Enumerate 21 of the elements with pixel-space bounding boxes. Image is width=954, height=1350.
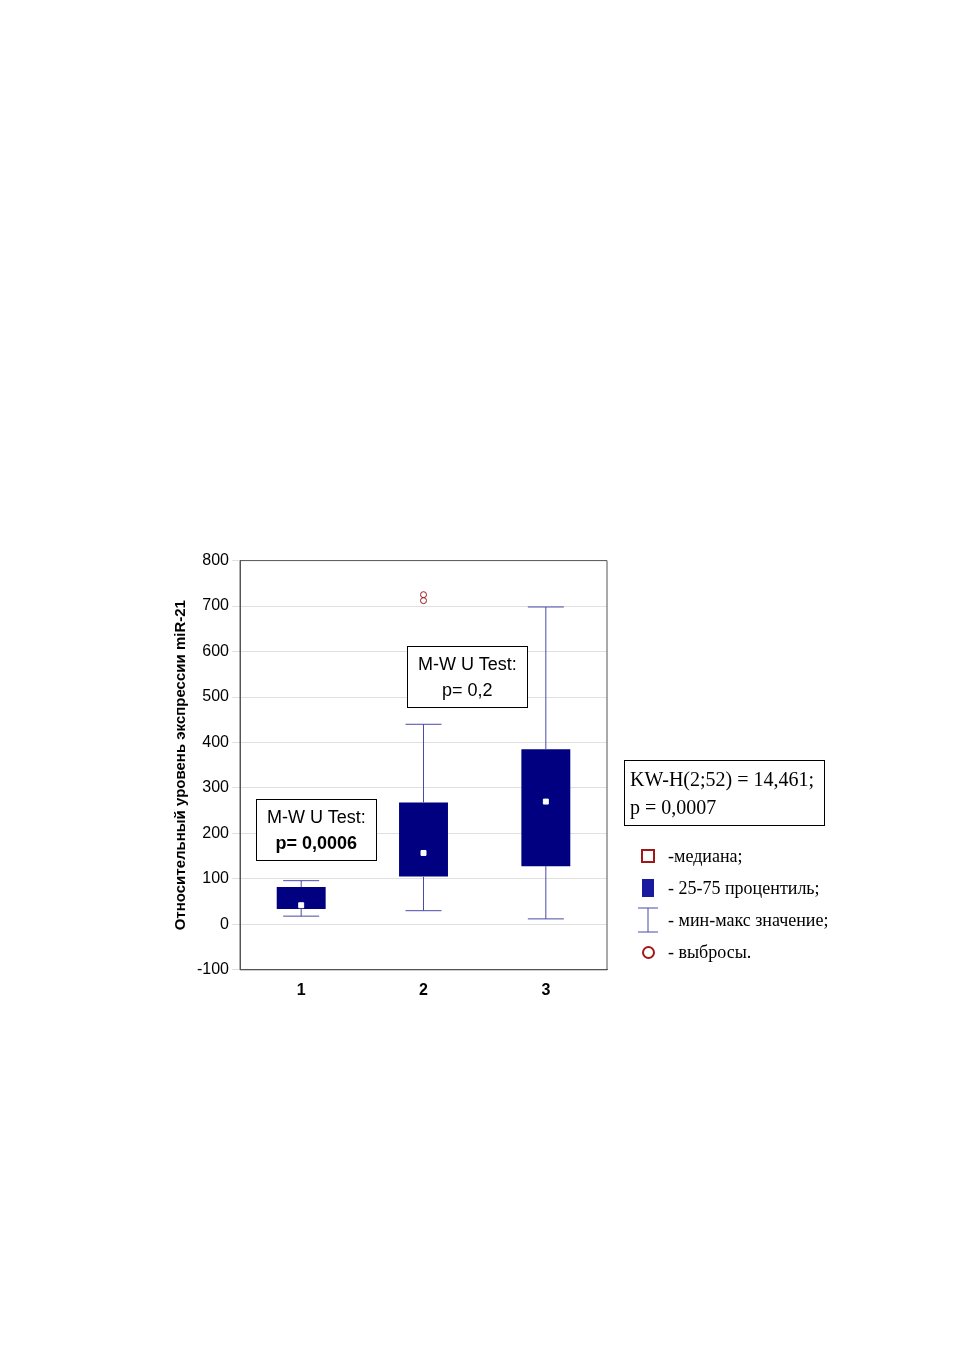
y-tick-label: 200: [202, 823, 230, 841]
x-tick-label: 1: [296, 980, 306, 998]
text: - 25-75 процентиль;: [668, 877, 820, 899]
text: KW-H(2;52) = 14,461; p = 0,0007: [630, 767, 815, 821]
annotation: M-W U Test: p= 0,2: [418, 653, 517, 702]
x-tick-label: 3: [541, 980, 551, 998]
y-axis-title: Относительный уровень экспрессии miR-21: [171, 600, 189, 931]
y-tick-label: 300: [202, 778, 230, 796]
y-tick-label: -100: [196, 960, 230, 978]
y-tick-label: 100: [202, 869, 230, 887]
y-tick-label: 0: [220, 914, 230, 932]
y-tick-label: 800: [202, 551, 230, 569]
y-tick-label: 500: [202, 687, 230, 705]
text: - мин-макс значение;: [668, 909, 829, 931]
y-tick-label: 600: [202, 641, 230, 659]
annotation: M-W U Test: p= 0,0006: [267, 806, 366, 855]
text: - выбросы.: [668, 941, 752, 963]
y-tick-label: 400: [202, 732, 230, 750]
y-tick-label: 700: [202, 596, 230, 614]
text: -медиана;: [668, 845, 743, 867]
x-tick-label: 2: [419, 980, 429, 998]
